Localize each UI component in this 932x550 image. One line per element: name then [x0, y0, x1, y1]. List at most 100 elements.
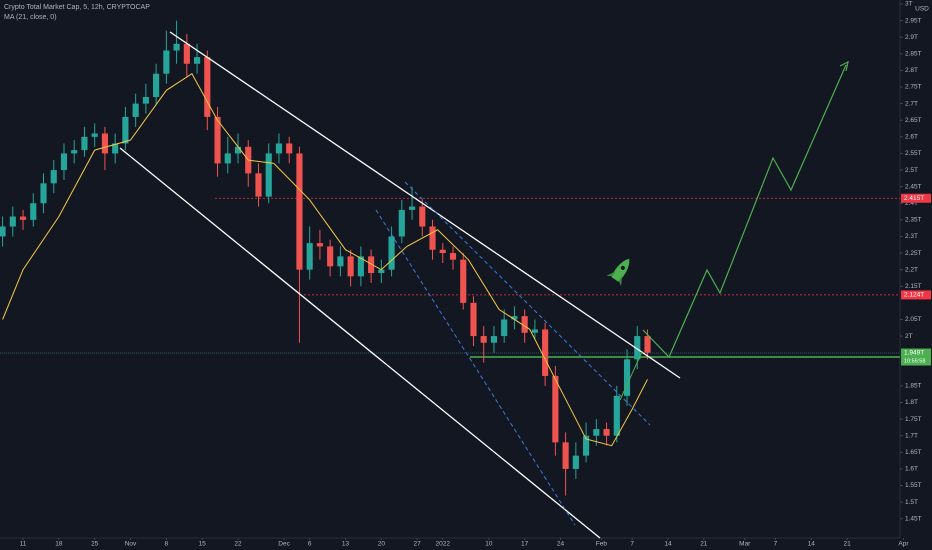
- level-label: 2.415T: [904, 195, 924, 202]
- countdown-label: 10:56:58: [904, 358, 925, 364]
- dashed-line: [404, 181, 651, 426]
- candle-body: [275, 143, 283, 154]
- x-tick-label: 8: [165, 541, 169, 548]
- candle-body: [429, 226, 436, 250]
- candle-body: [644, 336, 651, 353]
- candle-body: [306, 243, 313, 270]
- x-tick-label: 2022: [436, 541, 451, 548]
- y-tick-label: 2.4T: [905, 200, 918, 207]
- plot-area: [0, 20, 900, 496]
- candle-body: [419, 206, 426, 227]
- candle-body: [142, 96, 149, 104]
- projection-arrow: [839, 60, 849, 72]
- candle-body: [132, 103, 139, 117]
- candle-body: [19, 216, 27, 220]
- candle-body: [224, 153, 231, 164]
- candle-body: [153, 73, 160, 97]
- candle-body: [234, 146, 242, 154]
- candle-body: [91, 133, 98, 137]
- candle-body: [531, 329, 538, 333]
- y-tick-label: 2.8T: [905, 67, 918, 74]
- last-price-box: [901, 348, 931, 366]
- candle-body: [634, 336, 641, 360]
- candle-body: [511, 316, 518, 320]
- candle-body: [50, 170, 57, 184]
- y-tick-label: 2.25T: [905, 250, 922, 257]
- candle-body: [0, 226, 6, 237]
- candle-body: [81, 136, 88, 151]
- y-tick-label: 1.6T: [905, 466, 918, 473]
- x-tick-label: 25: [91, 541, 99, 548]
- candle-body: [30, 203, 37, 220]
- y-tick-label: 2.15T: [905, 283, 922, 290]
- y-tick-label: 2.75T: [905, 84, 922, 91]
- x-tick-label: 27: [414, 541, 422, 548]
- x-tick-label: 14: [808, 541, 816, 548]
- currency-label: USD: [915, 6, 929, 13]
- x-tick-label: 10: [485, 541, 493, 548]
- candle-body: [408, 206, 416, 210]
- candle-body: [286, 143, 293, 154]
- x-tick-label: 6: [308, 541, 312, 548]
- x-tick-label: Dec: [278, 541, 290, 548]
- candle-body: [101, 133, 109, 154]
- x-tick-label: 22: [234, 541, 242, 548]
- candle-body: [398, 209, 405, 237]
- y-tick-label: 2.85T: [905, 51, 922, 58]
- x-tick-label: 18: [55, 541, 63, 548]
- y-tick-label: 2.7T: [905, 100, 918, 107]
- projection-path: [642, 64, 847, 359]
- candle-body: [613, 395, 620, 436]
- x-tick-label: 24: [557, 541, 565, 548]
- x-tick-label: 21: [700, 541, 708, 548]
- y-tick-label: 1.5T: [905, 499, 918, 506]
- candle-body: [593, 429, 600, 436]
- level-label-box: [901, 193, 931, 203]
- ma-line: [2, 72, 648, 447]
- channel-line-lower: [119, 147, 601, 539]
- x-tick-label: 21: [844, 541, 852, 548]
- candle-body: [296, 153, 303, 270]
- y-tick-label: 2.2T: [905, 266, 918, 273]
- x-tick-label: Apr: [898, 541, 909, 548]
- y-tick-label: 1.65T: [905, 449, 922, 456]
- candle-body: [71, 150, 78, 154]
- y-tick-label: 2.6T: [905, 134, 918, 141]
- candle-body: [122, 116, 129, 144]
- candle-body: [583, 435, 590, 456]
- x-tick-label: 13: [342, 541, 350, 548]
- chart-title: Crypto Total Market Cap, 5, 12h, CRYPTOC…: [4, 4, 150, 11]
- candle-body: [316, 243, 323, 247]
- y-tick-label: 1.7T: [905, 432, 918, 439]
- dashed-line: [375, 209, 576, 526]
- candle-body: [204, 57, 211, 117]
- candle-body: [603, 429, 610, 436]
- x-tick-label: 7: [630, 541, 634, 548]
- candle-body: [501, 319, 508, 337]
- y-tick-label: 2.5T: [905, 167, 918, 174]
- drawings: [119, 31, 849, 539]
- candle-body: [480, 336, 487, 343]
- y-tick-label: 2.55T: [905, 150, 922, 157]
- candle-body: [173, 43, 180, 51]
- candle-body: [572, 455, 579, 469]
- y-tick-label: 2.95T: [905, 17, 922, 24]
- x-tick-label: Nov: [125, 541, 137, 548]
- candle-body: [347, 256, 354, 277]
- candle-body: [521, 316, 528, 333]
- y-tick-label: 2.3T: [905, 233, 918, 240]
- candle-body: [470, 302, 477, 337]
- last-price-label: 1.949T: [904, 350, 924, 357]
- candle-body: [449, 253, 457, 260]
- y-tick-label: 1.75T: [905, 416, 922, 423]
- x-tick-label: 11: [20, 541, 27, 548]
- indicator-legend: MA (21, close, 0): [4, 14, 57, 21]
- candle-body: [163, 50, 170, 74]
- level-label: 2.124T: [904, 292, 924, 299]
- candle-body: [183, 43, 190, 64]
- rocket-icon: [606, 258, 630, 287]
- candle-body: [490, 336, 498, 343]
- candle-body: [337, 256, 344, 267]
- candle-body: [357, 256, 364, 277]
